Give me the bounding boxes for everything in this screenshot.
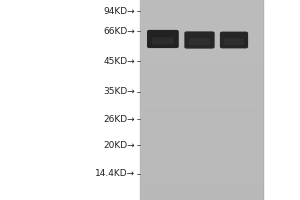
Text: 20KD→: 20KD→	[103, 140, 135, 149]
Text: 35KD→: 35KD→	[103, 88, 135, 97]
FancyBboxPatch shape	[220, 32, 248, 48]
Text: 66KD→: 66KD→	[103, 26, 135, 36]
Text: 26KD→: 26KD→	[103, 114, 135, 123]
FancyBboxPatch shape	[184, 31, 215, 49]
FancyBboxPatch shape	[224, 38, 244, 45]
Text: 14.4KD→: 14.4KD→	[95, 170, 135, 178]
Bar	[140, 0, 262, 200]
Text: 45KD→: 45KD→	[103, 56, 135, 66]
Text: 94KD→: 94KD→	[103, 6, 135, 16]
FancyBboxPatch shape	[189, 38, 210, 45]
FancyBboxPatch shape	[152, 37, 174, 45]
FancyBboxPatch shape	[147, 30, 179, 48]
